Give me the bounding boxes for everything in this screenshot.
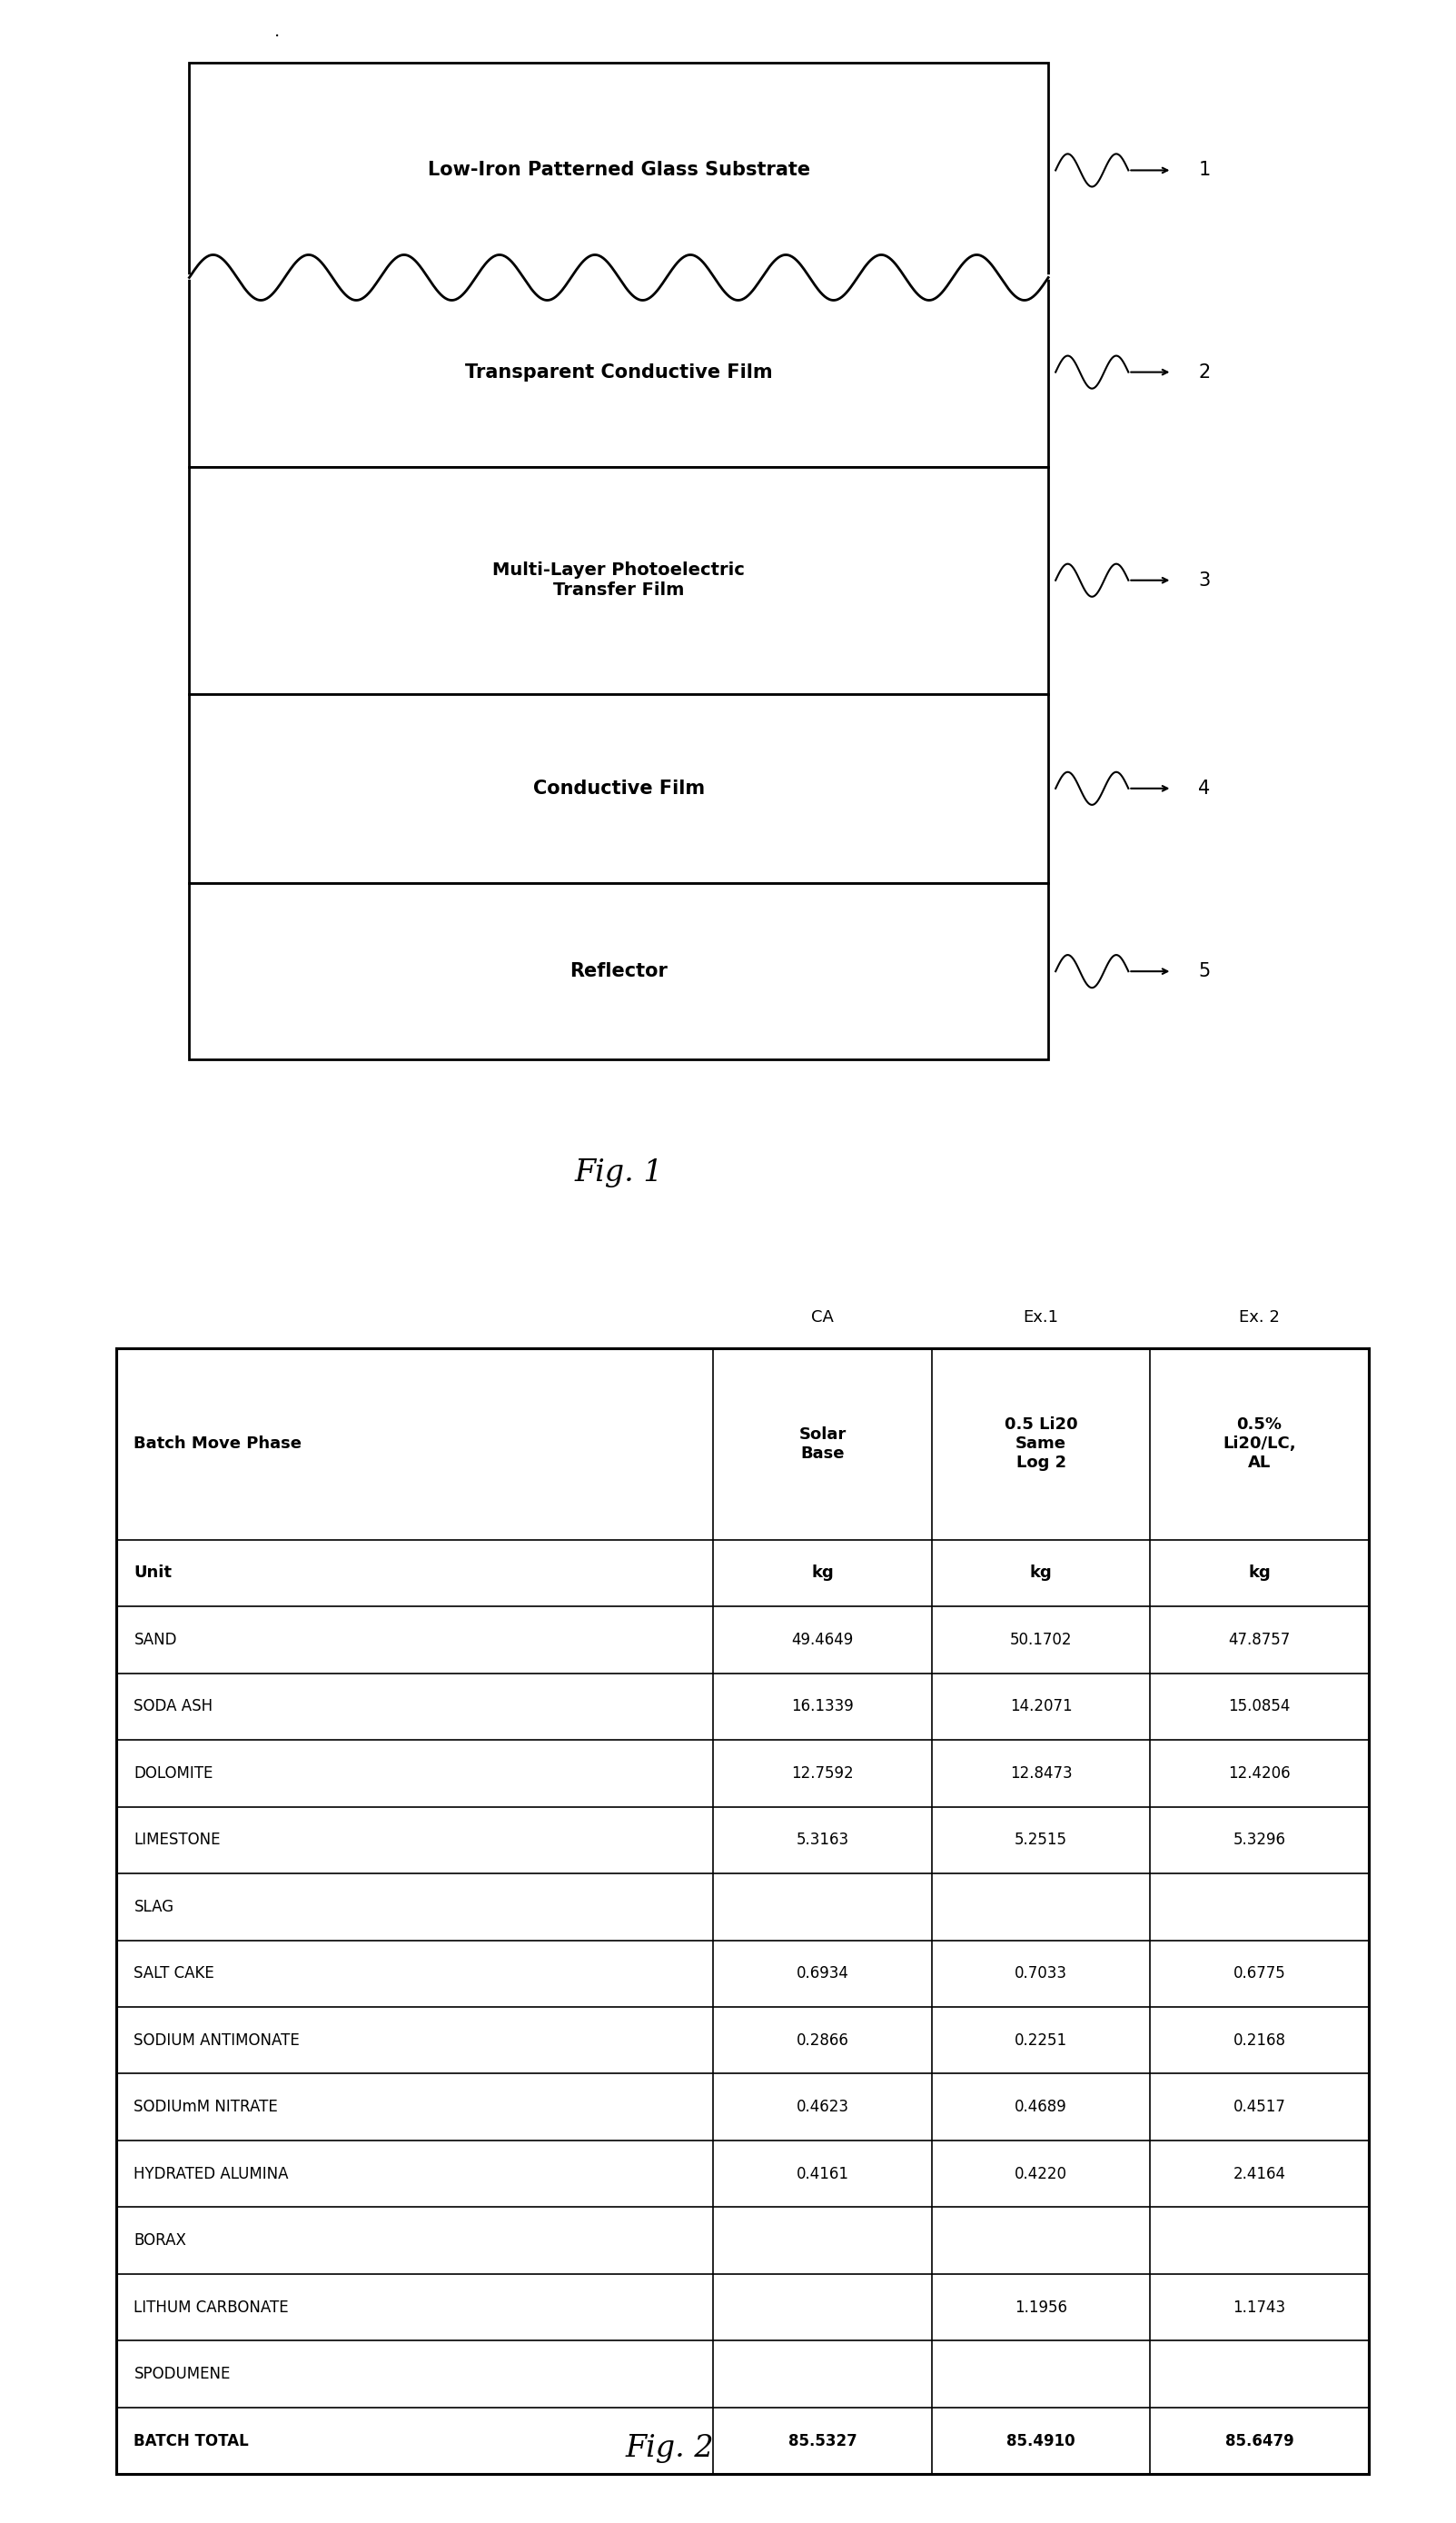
Text: LIMESTONE: LIMESTONE (134, 1832, 221, 1849)
Text: Low-Iron Patterned Glass Substrate: Low-Iron Patterned Glass Substrate (428, 161, 810, 179)
Text: 0.4517: 0.4517 (1233, 2099, 1286, 2114)
Bar (189, 467, 1048, 694)
Text: 85.4910: 85.4910 (1006, 2432, 1076, 2450)
Text: SLAG: SLAG (134, 1900, 175, 1915)
Text: Multi-Layer Photoelectric
Transfer Film: Multi-Layer Photoelectric Transfer Film (492, 563, 745, 598)
Text: 0.6775: 0.6775 (1233, 1965, 1286, 1981)
Text: .: . (274, 23, 280, 40)
Text: 47.8757: 47.8757 (1229, 1632, 1290, 1648)
Text: 0.2866: 0.2866 (796, 2031, 849, 2049)
Bar (116, 1347, 1369, 2475)
Bar (189, 63, 1048, 278)
Text: 85.6479: 85.6479 (1224, 2432, 1294, 2450)
Text: DOLOMITE: DOLOMITE (134, 1766, 214, 1781)
Text: 5: 5 (1198, 961, 1210, 981)
Text: 3: 3 (1198, 570, 1210, 590)
Text: 0.7033: 0.7033 (1015, 1965, 1067, 1981)
Text: 0.2168: 0.2168 (1233, 2031, 1286, 2049)
Text: 0.2251: 0.2251 (1015, 2031, 1067, 2049)
Text: kg: kg (1248, 1564, 1271, 1582)
Text: 2: 2 (1198, 363, 1210, 381)
Text: 0.5 Li20
Same
Log 2: 0.5 Li20 Same Log 2 (1005, 1418, 1077, 1471)
Text: Batch Move Phase: Batch Move Phase (134, 1436, 301, 1453)
Text: 0.4689: 0.4689 (1015, 2099, 1067, 2114)
Text: 12.7592: 12.7592 (792, 1766, 853, 1781)
Text: Ex. 2: Ex. 2 (1239, 1309, 1280, 1325)
Text: 5.3296: 5.3296 (1233, 1832, 1286, 1849)
Text: CA: CA (811, 1309, 834, 1325)
Text: SODIUmM NITRATE: SODIUmM NITRATE (134, 2099, 278, 2114)
Text: 5.3163: 5.3163 (796, 1832, 849, 1849)
Text: BATCH TOTAL: BATCH TOTAL (134, 2432, 249, 2450)
Text: HYDRATED ALUMINA: HYDRATED ALUMINA (134, 2165, 288, 2182)
Text: SALT CAKE: SALT CAKE (134, 1965, 214, 1981)
Text: 1.1956: 1.1956 (1015, 2298, 1067, 2316)
Text: SAND: SAND (134, 1632, 178, 1648)
Text: 0.4161: 0.4161 (796, 2165, 849, 2182)
Text: Conductive Film: Conductive Film (533, 780, 705, 797)
Text: Transparent Conductive Film: Transparent Conductive Film (464, 363, 773, 381)
Bar (189, 694, 1048, 883)
Bar (189, 278, 1048, 467)
Text: Ex.1: Ex.1 (1024, 1309, 1059, 1325)
Text: 0.5%
Li20/LC,
AL: 0.5% Li20/LC, AL (1223, 1418, 1296, 1471)
Text: SODA ASH: SODA ASH (134, 1698, 213, 1716)
Text: SPODUMENE: SPODUMENE (134, 2367, 230, 2382)
Text: kg: kg (811, 1564, 834, 1582)
Text: 49.4649: 49.4649 (792, 1632, 853, 1648)
Text: Fig. 1: Fig. 1 (575, 1158, 662, 1188)
Text: 1.1743: 1.1743 (1233, 2298, 1286, 2316)
Text: 4: 4 (1198, 780, 1210, 797)
Text: Solar
Base: Solar Base (799, 1425, 846, 1461)
Text: 0.4220: 0.4220 (1015, 2165, 1067, 2182)
Text: 2.4164: 2.4164 (1233, 2165, 1286, 2182)
Text: 0.6934: 0.6934 (796, 1965, 849, 1981)
Text: Fig. 2: Fig. 2 (626, 2435, 713, 2462)
Text: 14.2071: 14.2071 (1010, 1698, 1072, 1716)
Text: 85.5327: 85.5327 (788, 2432, 858, 2450)
Text: 15.0854: 15.0854 (1229, 1698, 1290, 1716)
Text: 50.1702: 50.1702 (1010, 1632, 1072, 1648)
Text: 0.4623: 0.4623 (796, 2099, 849, 2114)
Text: kg: kg (1029, 1564, 1053, 1582)
Text: Reflector: Reflector (569, 961, 668, 981)
Text: 16.1339: 16.1339 (792, 1698, 853, 1716)
Text: 1: 1 (1198, 161, 1210, 179)
Text: BORAX: BORAX (134, 2233, 186, 2248)
Text: 5.2515: 5.2515 (1015, 1832, 1067, 1849)
Text: 12.8473: 12.8473 (1010, 1766, 1072, 1781)
Text: SODIUM ANTIMONATE: SODIUM ANTIMONATE (134, 2031, 300, 2049)
Text: 12.4206: 12.4206 (1229, 1766, 1290, 1781)
Text: LITHUM CARBONATE: LITHUM CARBONATE (134, 2298, 288, 2316)
Text: Unit: Unit (134, 1564, 172, 1582)
Bar (189, 883, 1048, 1060)
